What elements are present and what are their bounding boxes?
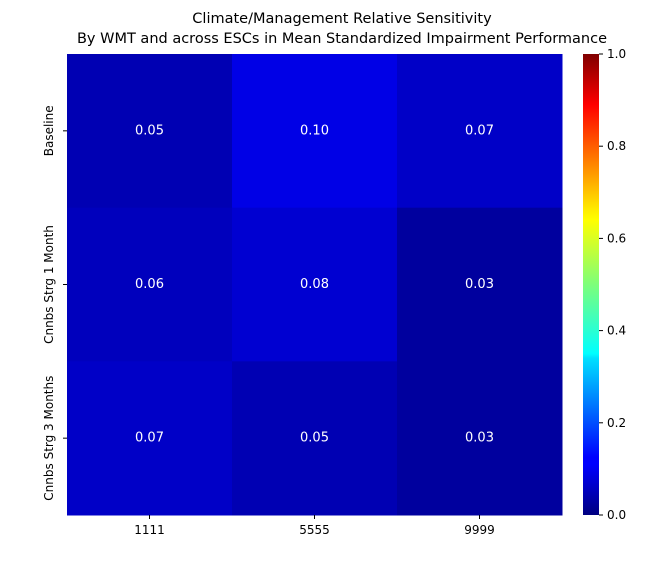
heatmap-cell bbox=[232, 54, 398, 209]
colorbar: 0.0 0.2 0.4 0.6 0.8 1.0 bbox=[583, 47, 626, 522]
chart-title: Climate/Management Relative Sensitivity bbox=[192, 11, 492, 27]
heatmap-cell bbox=[397, 207, 563, 362]
x-tick-label: 5555 bbox=[299, 523, 330, 537]
heatmap-cell bbox=[67, 207, 233, 362]
colorbar-tick-label: 1.0 bbox=[607, 47, 626, 61]
heatmap-cell bbox=[67, 361, 233, 516]
colorbar-tick-label: 0.6 bbox=[607, 231, 626, 245]
colorbar-tick-label: 0.2 bbox=[607, 416, 626, 430]
colorbar-gradient bbox=[583, 54, 599, 515]
cell-value-label: 0.03 bbox=[465, 431, 494, 446]
y-axis: Baseline Cnnbs Strg 1 Month Cnnbs Strg 3 M… bbox=[42, 105, 67, 501]
chart-subtitle: By WMT and across ESCs in Mean Standardi… bbox=[77, 31, 607, 47]
cell-value-label: 0.08 bbox=[300, 277, 329, 292]
heatmap-cell bbox=[397, 54, 563, 209]
heatmap-cell bbox=[397, 361, 563, 516]
cell-value-label: 0.10 bbox=[300, 123, 329, 138]
x-axis: 1111 5555 9999 bbox=[134, 515, 495, 537]
cell-value-label: 0.06 bbox=[135, 277, 164, 292]
cell-value-label: 0.05 bbox=[135, 123, 164, 138]
cell-value-label: 0.07 bbox=[135, 431, 164, 446]
colorbar-tick-label: 0.4 bbox=[607, 324, 626, 338]
cell-value-label: 0.05 bbox=[300, 431, 329, 446]
y-tick-label: Cnnbs Strg 1 Month bbox=[42, 225, 56, 344]
heatmap-cell-labels: 0.05 0.10 0.07 0.06 0.08 0.03 0.07 0.05 0.03 bbox=[135, 123, 494, 445]
cell-value-label: 0.07 bbox=[465, 123, 494, 138]
colorbar-tick-label: 0.0 bbox=[607, 508, 626, 522]
heatmap-cell bbox=[232, 361, 398, 516]
x-tick-label: 1111 bbox=[134, 523, 165, 537]
x-tick-label: 9999 bbox=[464, 523, 495, 537]
y-tick-label: Cnnbs Strg 3 Months bbox=[42, 376, 56, 501]
cell-value-label: 0.03 bbox=[465, 277, 494, 292]
colorbar-tick-label: 0.8 bbox=[607, 139, 626, 153]
heatmap-cell bbox=[67, 54, 233, 209]
colorbar-ticks: 0.0 0.2 0.4 0.6 0.8 1.0 bbox=[599, 47, 626, 522]
heatmap-cells bbox=[67, 54, 563, 516]
heatmap-cell bbox=[232, 207, 398, 362]
y-tick-label: Baseline bbox=[42, 105, 56, 156]
